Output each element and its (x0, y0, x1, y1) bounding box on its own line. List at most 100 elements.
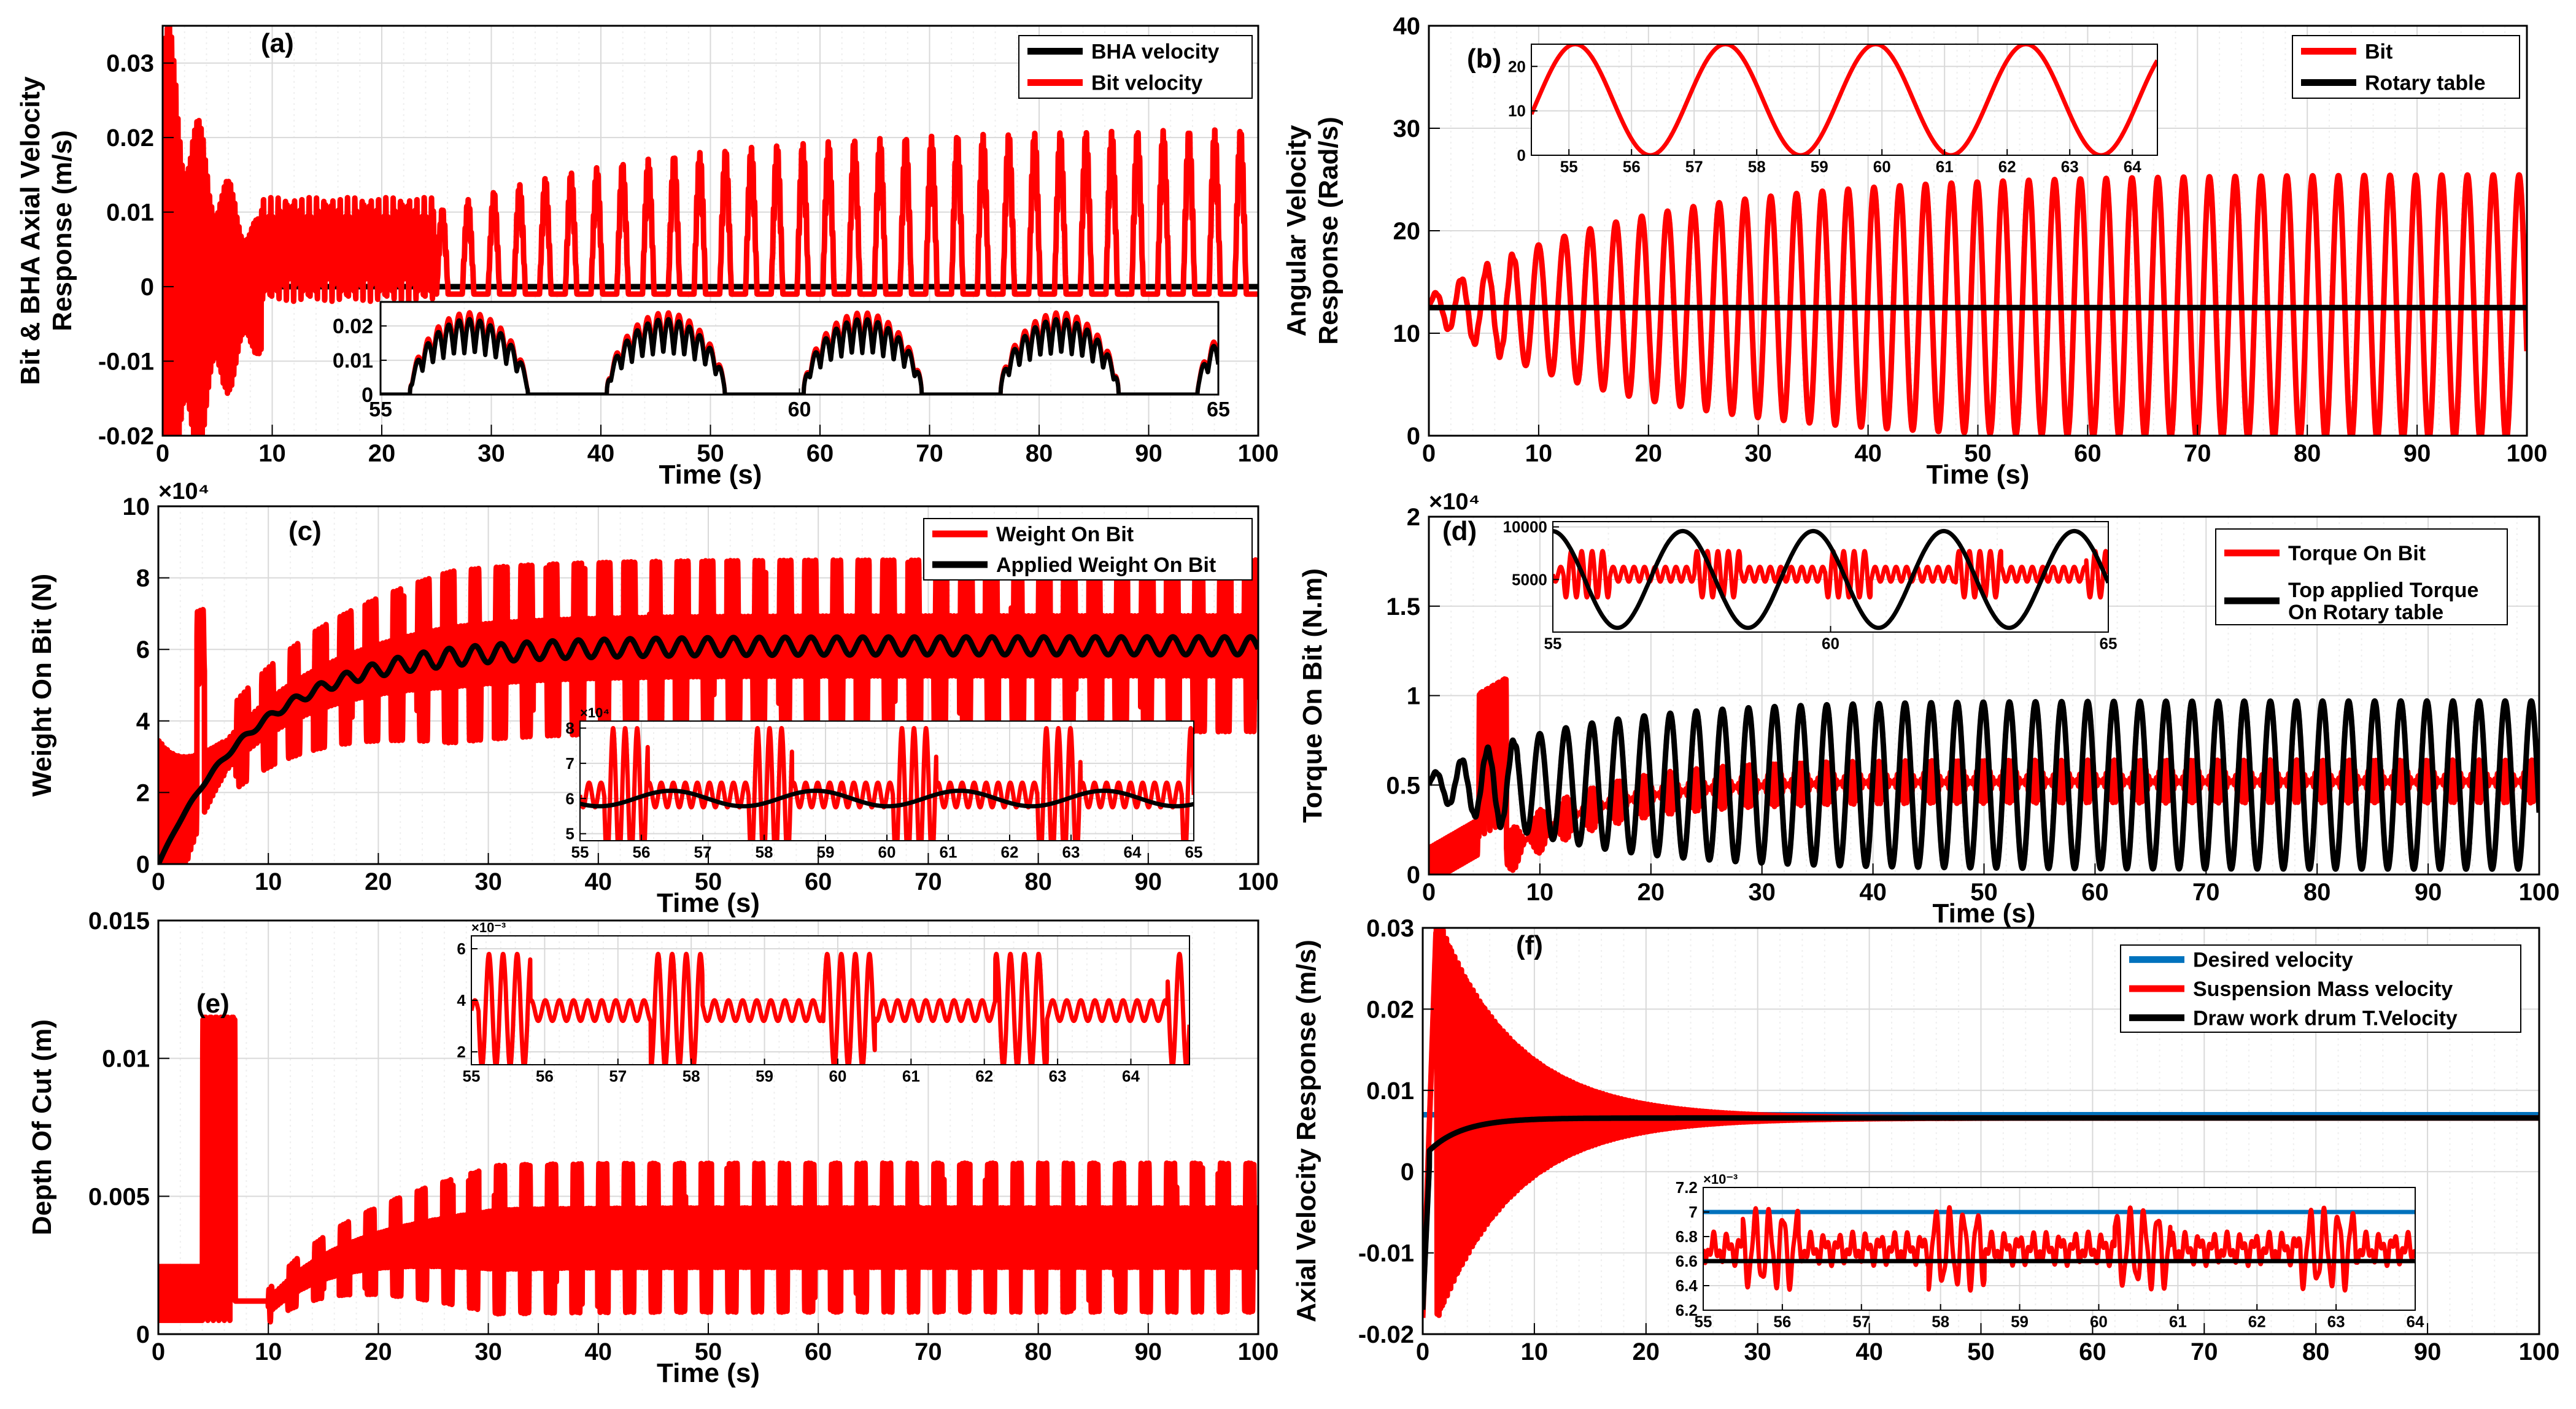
panel-e-inset-ytick-label: 6 (457, 940, 465, 958)
panel-f-inset-xtick-label: 63 (2327, 1312, 2345, 1330)
panel-f-inset-series-1 (1703, 1205, 2415, 1293)
panel-b-xlabel: Time (s) (1927, 460, 2030, 490)
panel-f-ytick-label: -0.02 (1358, 1321, 1414, 1348)
panel-f-inset-ytick-label: 6.8 (1676, 1227, 1698, 1246)
panel-e-inset-xtick-label: 63 (1049, 1067, 1067, 1085)
panel-e-xtick-label: 100 (1238, 1338, 1279, 1365)
panel-d-inset-series-1 (1553, 528, 2108, 630)
panel-f-legend-box (2120, 944, 2521, 1033)
panel-d-inset-series-0 (1553, 549, 2108, 600)
panel-f-label: (f) (1516, 930, 1543, 960)
panel-f-xtick-label: 70 (2191, 1338, 2218, 1365)
panel-d-ytick-label: 0.5 (1386, 772, 1420, 799)
panel-c: 0 10 20 30 40 50 60 70 80 90 100 0 2 4 6 8 10 Time (s) Wei… (27, 479, 1279, 918)
panel-d-xlabel: Time (s) (1933, 898, 2036, 928)
panel-a-xlabel: Time (s) (659, 460, 762, 490)
panel-f-inset-xtick-label: 64 (2407, 1312, 2424, 1330)
panel-c-xlabel: Time (s) (657, 888, 760, 918)
panel-b-ylabel: Response (Rad/s) (1313, 117, 1344, 345)
panel-a-inset-ytick-label: 0.02 (333, 315, 373, 338)
panel-e-xtick-label: 90 (1135, 1338, 1162, 1365)
panel-a-ytick-label: -0.01 (98, 349, 154, 376)
panel-c-inset-xtick-label: 58 (756, 843, 773, 861)
panel-f-xtick-label: 80 (2302, 1338, 2330, 1365)
panel-b-ytick-label: 10 (1393, 320, 1421, 347)
panel-f-xtick-label: 40 (1855, 1338, 1883, 1365)
panel-d-ytick-label: 1.5 (1386, 593, 1420, 620)
panel-c-xtick-label: 90 (1135, 868, 1162, 895)
panel-b-xtick-label: 0 (1422, 440, 1436, 467)
panel-f-inset-xtick-label: 61 (2169, 1312, 2187, 1330)
panel-c-inset-ytick-label: 6 (565, 789, 574, 808)
panel-c-ytick-label: 0 (136, 851, 150, 878)
panel-c-inset-xtick-label: 63 (1062, 843, 1080, 861)
panel-b-inset-xtick-label: 60 (1873, 157, 1891, 176)
panel-e: 0 10 20 30 40 50 60 70 80 90 100 0 0.005 0.01 0.015 Tim… (27, 908, 1278, 1388)
panel-b-legend-label: Bit (2365, 41, 2392, 64)
panel-b-inset: 55 56 57 58 59 60 61 62 63 64 0 10 20 (1508, 44, 2158, 176)
panel-e-label: (e) (196, 989, 230, 1019)
panel-b-legend-label: Rotary table (2365, 72, 2486, 95)
panel-c-exponent: ×10⁴ (158, 479, 209, 504)
panel-d-ytick-label: 0 (1407, 862, 1420, 889)
panel-d-xtick-label: 50 (1970, 879, 1998, 906)
panel-c-ytick-label: 10 (123, 493, 150, 520)
panel-f-inset-axes-frame (1703, 1187, 2416, 1311)
panel-b-inset-series-0 (1531, 44, 2157, 155)
panel-d-legend-label: Torque On Bit (2288, 542, 2426, 565)
panel-c-inset-exponent: ×10⁴ (580, 705, 609, 720)
panel-c-ylabel: Weight On Bit (N) (27, 574, 57, 797)
panel-c-inset-xtick-label: 59 (817, 843, 835, 861)
panel-b-series-0 (1429, 172, 2527, 436)
panel-e-inset: 55 56 57 58 59 60 61 62 63 64 2 4 6 ×10⁻³ (457, 920, 1190, 1085)
panel-c-ytick-label: 6 (136, 636, 150, 663)
panel-a-xtick-label: 50 (697, 440, 724, 467)
panel-e-xtick-label: 30 (474, 1338, 502, 1365)
panel-e-inset-series-0 (471, 951, 1189, 1065)
panel-d-xtick-label: 100 (2519, 879, 2560, 906)
panel-c-inset-ytick-label: 5 (565, 825, 574, 843)
panel-d-label: (d) (1442, 516, 1477, 546)
panel-e-ylabel: Depth Of Cut (m) (27, 1019, 57, 1235)
panel-e-ytick-label: 0.01 (102, 1046, 150, 1073)
panel-c-ytick-label: 8 (136, 565, 150, 592)
panel-b-inset-xtick-label: 55 (1560, 157, 1578, 176)
panel-c-legend-label: Weight On Bit (996, 523, 1134, 546)
panel-d-inset-xtick-label: 60 (1822, 634, 1839, 652)
panel-f-inset-ytick-label: 7 (1688, 1203, 1697, 1221)
panel-c-xtick-label: 80 (1024, 868, 1052, 895)
panel-a-inset: 55 60 65 0 0.01 0.02 (333, 301, 1230, 422)
panel-d-legend-box (2215, 528, 2508, 625)
panel-d-xtick-label: 30 (1748, 879, 1776, 906)
panel-c-inset-series-0 (580, 726, 1194, 841)
panel-b-xtick-label: 100 (2507, 440, 2548, 467)
panel-a-xtick-label: 80 (1026, 440, 1053, 467)
panel-d-ylabel: Torque On Bit (N.m) (1298, 568, 1328, 823)
panel-c-legend-label: Applied Weight On Bit (996, 554, 1216, 577)
panel-b-ytick-label: 40 (1393, 13, 1421, 40)
panel-d-xtick-label: 60 (2081, 879, 2109, 906)
panel-b-xtick-label: 90 (2404, 440, 2431, 467)
panel-a-legend-box (1018, 35, 1253, 99)
panel-a-legend-label: BHA velocity (1091, 41, 1220, 64)
panel-c-xtick-label: 100 (1238, 868, 1279, 895)
panel-f-inset-xtick-label: 62 (2248, 1312, 2266, 1330)
panel-b-xtick-label: 70 (2184, 440, 2211, 467)
panel-a-series-1 (163, 26, 1258, 436)
panel-f-inset-xtick-label: 56 (1773, 1312, 1791, 1330)
panel-b-xtick-label: 20 (1635, 440, 1663, 467)
panel-f-ylabel: Axial Velocity Response (m/s) (1291, 940, 1321, 1322)
panel-d-exponent: ×10⁴ (1429, 489, 1480, 515)
panel-a-xtick-label: 20 (368, 440, 396, 467)
panel-d-xtick-label: 80 (2303, 879, 2331, 906)
panel-d-xtick-label: 40 (1859, 879, 1887, 906)
panel-b-xtick-label: 40 (1854, 440, 1882, 467)
panel-a-ytick-label: 0.03 (106, 50, 154, 77)
panel-d-xtick-label: 90 (2415, 879, 2442, 906)
panel-c-xtick-label: 50 (695, 868, 722, 895)
panel-e-xtick-label: 0 (152, 1338, 165, 1365)
panel-e-xtick-label: 40 (585, 1338, 613, 1365)
panel-f-ytick-label: 0.01 (1366, 1078, 1414, 1105)
panel-b-ytick-label: 30 (1393, 115, 1421, 142)
panel-e-inset-xtick-label: 64 (1122, 1067, 1140, 1085)
